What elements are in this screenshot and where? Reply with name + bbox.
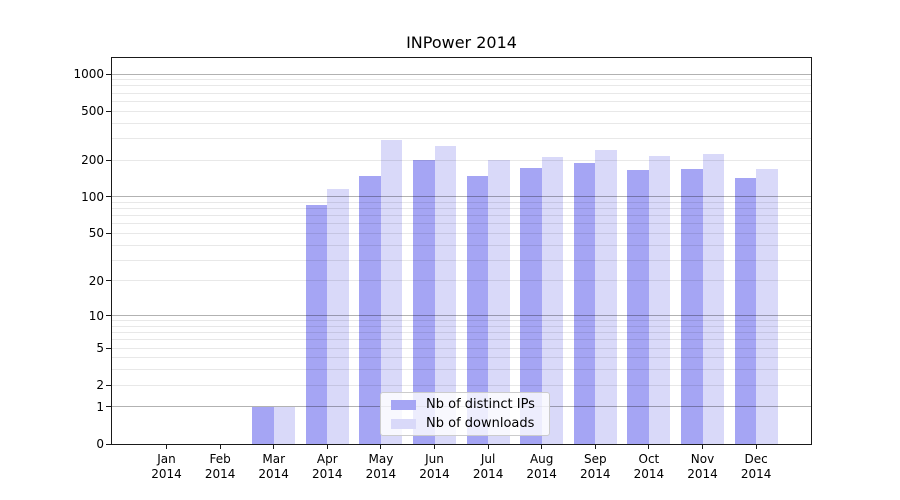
x-tick-Feb-2014: [219, 445, 221, 449]
x-tick-Mar-2014: [273, 445, 275, 449]
bar-ips-Dec-2014: [734, 177, 757, 444]
x-tick-label-Dec-2014: Dec 2014: [740, 452, 772, 481]
y-tick-0: [106, 443, 112, 445]
bar-downloads-Jul-2014: [488, 160, 510, 444]
y-tick-10: [106, 315, 112, 317]
legend-entry-distinct-ips: Nb of distinct IPs: [391, 396, 539, 412]
y-tick-1000: [106, 73, 112, 75]
y-tick-50: [106, 232, 112, 234]
bar-ips-Oct-2014: [627, 169, 649, 444]
x-tick-label-Jul-2014: Jul 2014: [472, 452, 504, 481]
y-tick-20: [106, 280, 112, 282]
legend-label-distinct-ips: Nb of distinct IPs: [426, 396, 535, 412]
x-tick-Oct-2014: [648, 445, 650, 449]
bar-downloads-Jun-2014: [434, 146, 456, 444]
y-tick-label-2: 2: [96, 378, 104, 393]
y-tick-100: [106, 196, 112, 198]
bar-ips-Sep-2014: [573, 163, 596, 444]
x-tick-label-Mar-2014: Mar 2014: [258, 452, 289, 481]
x-axis: Jan 2014 Feb 2014 Mar 2014 Apr 2014 May 2014…: [112, 444, 811, 500]
bar-downloads-Nov-2014: [702, 153, 724, 444]
chart-title: INPower 2014: [406, 33, 517, 52]
bar-downloads-Apr-2014: [327, 189, 349, 444]
y-tick-2: [106, 384, 112, 386]
bar-downloads-Dec-2014: [756, 168, 778, 444]
bar-downloads-Sep-2014: [595, 150, 617, 444]
bars-layer: [112, 58, 811, 444]
x-tick-label-Jun-2014: Jun 2014: [419, 452, 450, 481]
y-tick-label-20: 20: [88, 273, 104, 288]
y-tick-200: [106, 159, 112, 161]
y-tick-label-1000: 1000: [73, 67, 104, 82]
x-tick-label-Jan-2014: Jan 2014: [151, 452, 182, 481]
x-tick-Jul-2014: [487, 445, 489, 449]
bar-ips-Jun-2014: [413, 160, 435, 444]
y-tick-label-500: 500: [81, 104, 104, 119]
y-tick-label-100: 100: [81, 189, 104, 204]
legend-entry-downloads: Nb of downloads: [391, 415, 539, 431]
bar-ips-Aug-2014: [520, 168, 542, 444]
bar-ips-Jul-2014: [466, 176, 489, 444]
y-tick-label-1: 1: [96, 399, 104, 414]
legend-swatch-distinct-ips-icon: [391, 399, 416, 410]
x-tick-label-Feb-2014: Feb 2014: [204, 452, 236, 481]
x-tick-Aug-2014: [541, 445, 543, 449]
y-tick-1: [106, 406, 112, 408]
x-tick-Nov-2014: [702, 445, 703, 449]
y-tick-5: [106, 347, 112, 349]
x-tick-label-Oct-2014: Oct 2014: [633, 452, 665, 481]
x-tick-May-2014: [380, 445, 382, 449]
x-tick-Jun-2014: [434, 445, 435, 449]
y-tick-label-5: 5: [96, 341, 104, 356]
bar-downloads-Oct-2014: [648, 156, 671, 444]
y-tick-label-200: 200: [81, 153, 104, 168]
x-tick-Apr-2014: [326, 445, 328, 449]
y-axis: 0 1 2 5 10 20 50 100 200 500 1000: [0, 58, 112, 450]
bar-downloads-Aug-2014: [541, 157, 564, 444]
x-tick-label-Apr-2014: Apr 2014: [312, 452, 343, 481]
legend-swatch-downloads-icon: [391, 418, 416, 429]
x-tick-label-Sep-2014: Sep 2014: [580, 452, 611, 481]
x-tick-Dec-2014: [755, 445, 757, 449]
x-tick-label-Aug-2014: Aug 2014: [526, 452, 557, 481]
x-tick-Jan-2014: [166, 445, 167, 449]
bar-downloads-Mar-2014: [273, 406, 296, 444]
y-tick-label-0: 0: [96, 437, 104, 451]
plot-area: [111, 57, 812, 445]
legend-label-downloads: Nb of downloads: [426, 415, 535, 431]
bar-ips-Apr-2014: [305, 205, 328, 444]
x-tick-label-Nov-2014: Nov 2014: [687, 452, 718, 481]
bar-ips-Mar-2014: [252, 406, 274, 444]
x-tick-label-May-2014: May 2014: [365, 452, 397, 481]
bar-ips-May-2014: [359, 176, 381, 444]
bar-downloads-May-2014: [380, 140, 403, 444]
y-tick-label-50: 50: [88, 226, 104, 241]
x-tick-Sep-2014: [594, 445, 596, 449]
y-tick-500: [106, 110, 112, 112]
y-tick-label-10: 10: [88, 308, 104, 323]
bar-ips-Nov-2014: [681, 168, 703, 444]
legend: Nb of distinct IPs Nb of downloads: [380, 392, 550, 436]
